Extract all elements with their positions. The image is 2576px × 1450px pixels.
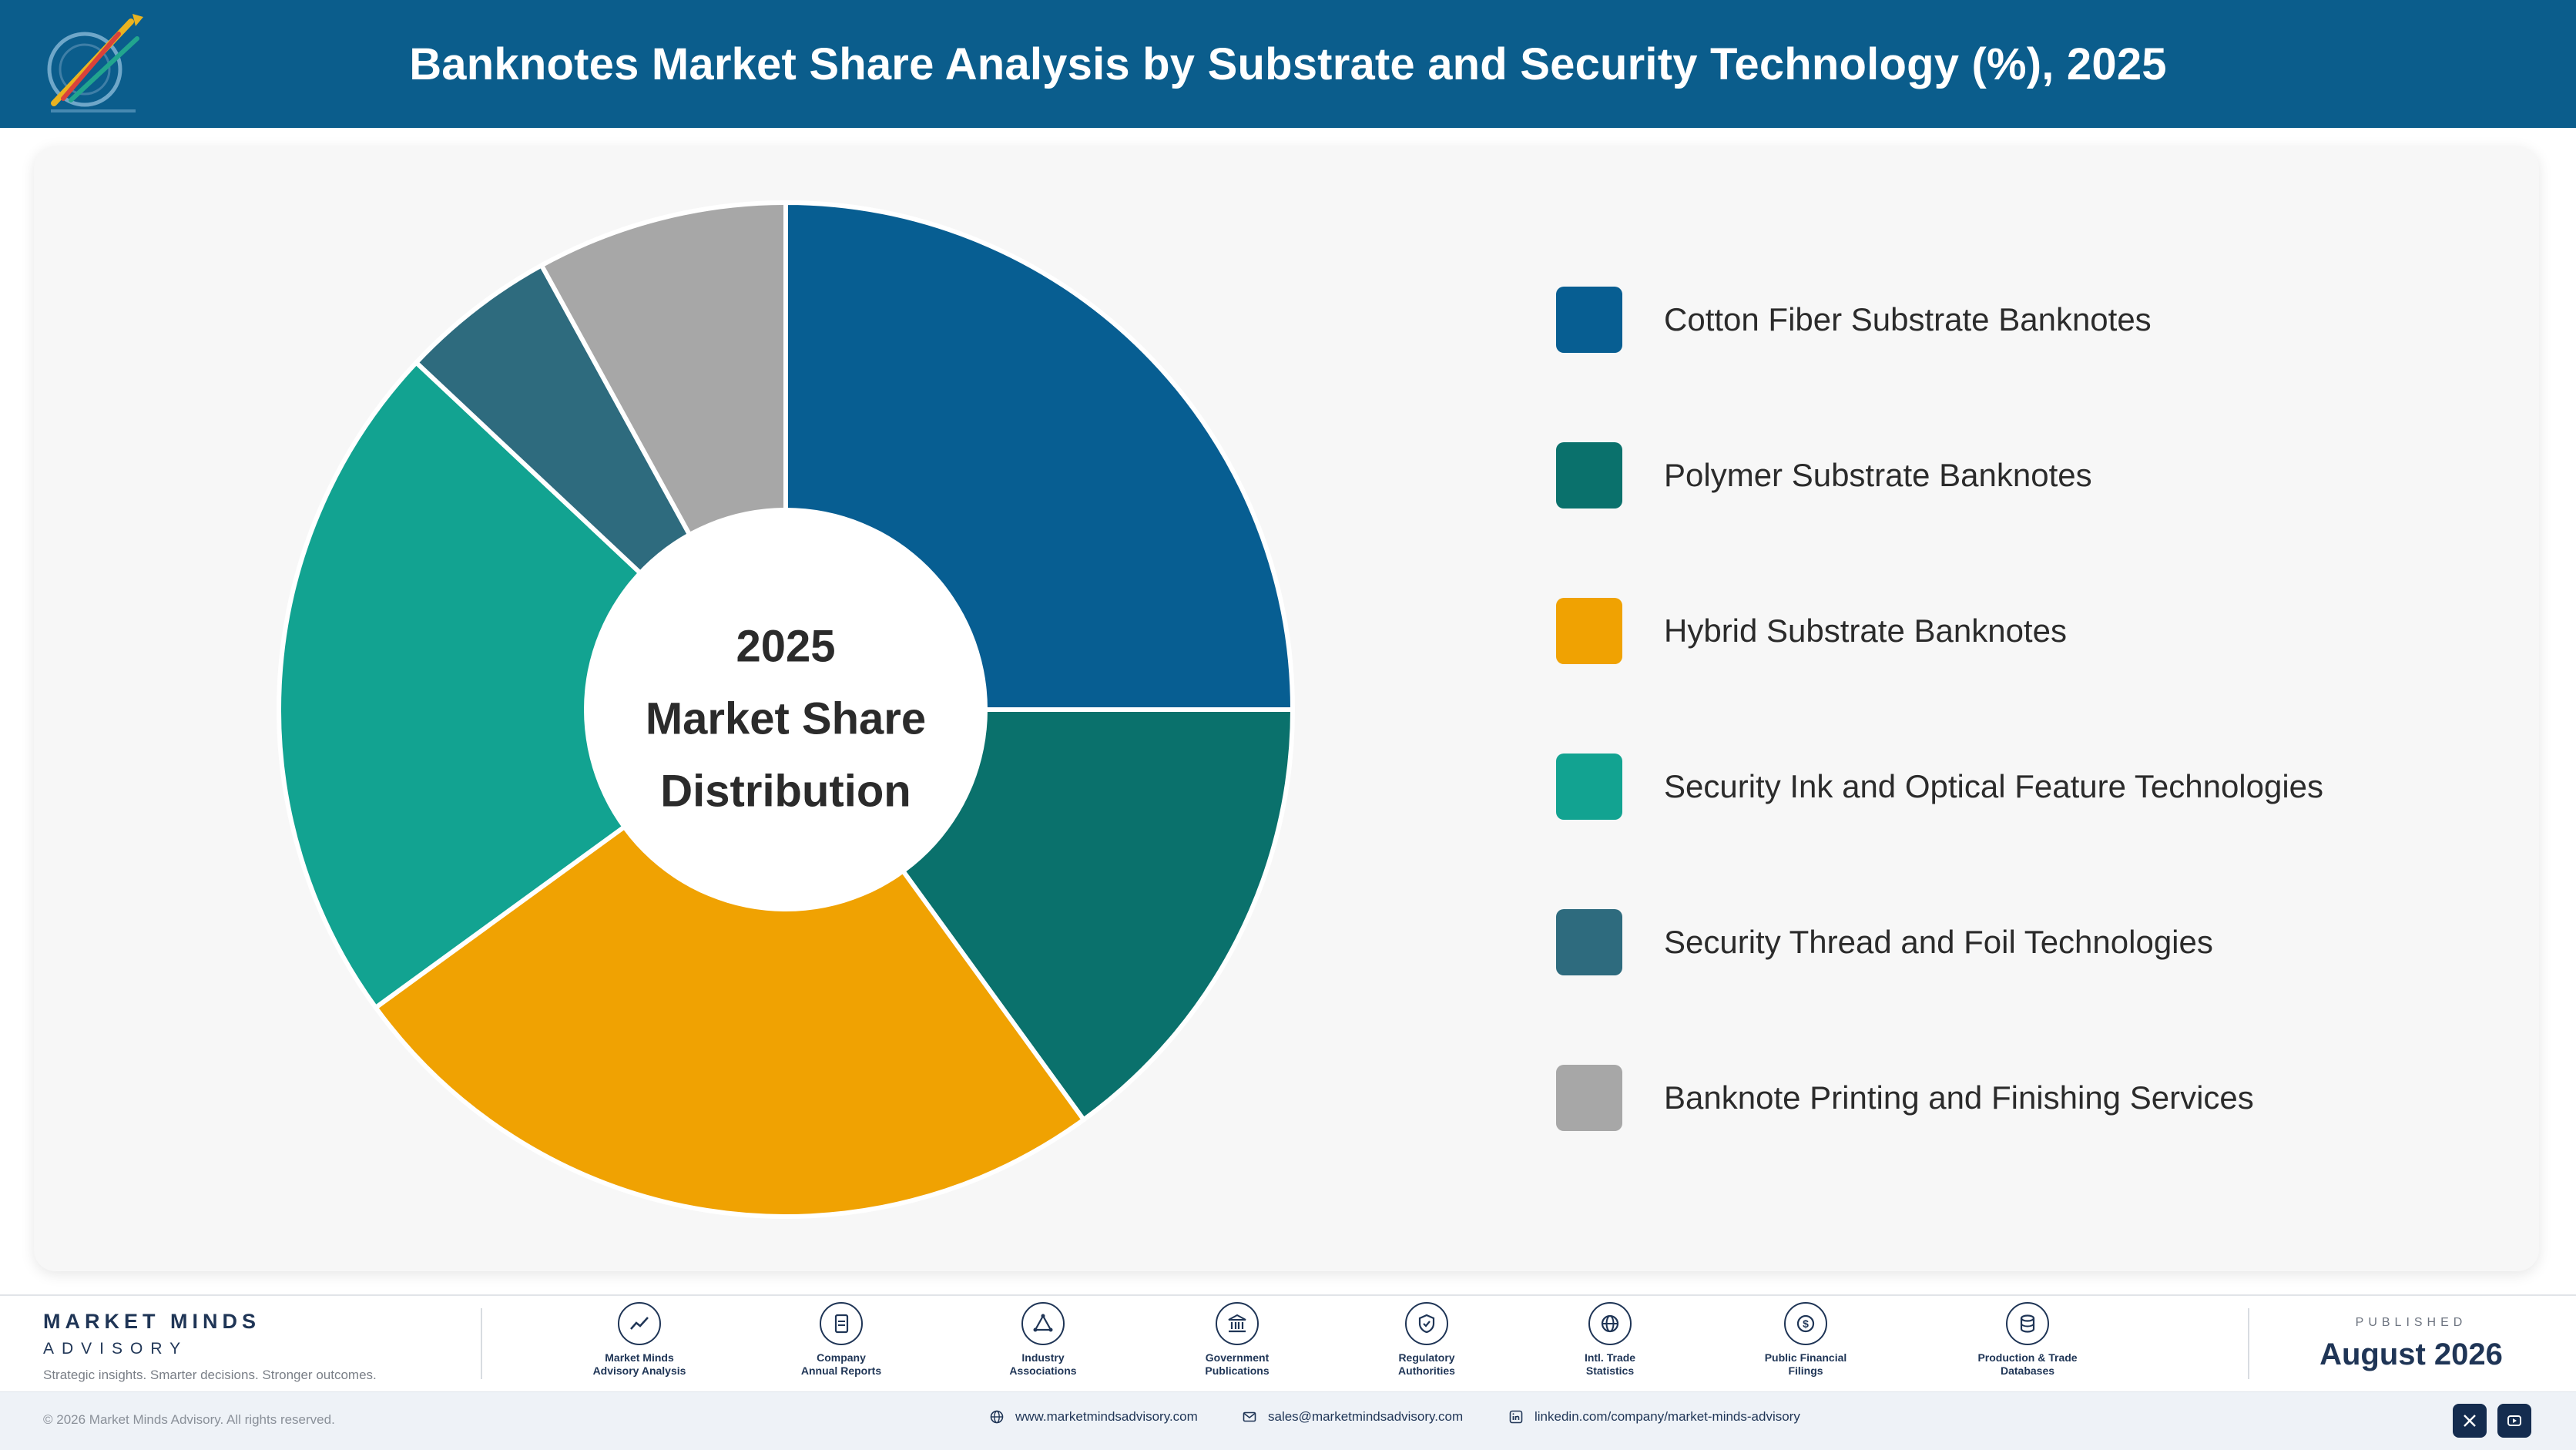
source-item[interactable]: Production & Trade Databases [1943, 1302, 2112, 1378]
legend-item[interactable]: Security Ink and Optical Feature Technol… [1556, 754, 2323, 820]
youtube-social-button[interactable] [2497, 1404, 2531, 1438]
data-sources: Market Minds Advisory Analysis Company Ann… [555, 1302, 2142, 1387]
legend-swatch [1556, 909, 1622, 975]
footer-contact-bar [0, 1391, 2576, 1450]
email-text: sales@marketmindsadvisory.com [1268, 1409, 1464, 1424]
copyright-text: © 2026 Market Minds Advisory. All rights… [43, 1412, 335, 1427]
legend-label: Hybrid Substrate Banknotes [1664, 613, 2067, 649]
government-building-icon [1216, 1302, 1259, 1345]
legend-item[interactable]: Banknote Printing and Finishing Services [1556, 1065, 2254, 1131]
legend-item[interactable]: Polymer Substrate Banknotes [1556, 442, 2092, 509]
source-item[interactable]: Regulatory Authorities [1342, 1302, 1511, 1378]
published-date: August 2026 [2319, 1338, 2503, 1371]
brand-logo-icon [47, 14, 143, 112]
source-label: Regulatory Authorities [1398, 1351, 1455, 1377]
source-item[interactable]: Intl. Trade Statistics [1525, 1302, 1695, 1378]
legend-label: Security Thread and Foil Technologies [1664, 924, 2213, 960]
legend-swatch [1556, 1065, 1622, 1131]
page-title: Banknotes Market Share Analysis by Subst… [409, 39, 2167, 89]
legend-swatch [1556, 287, 1622, 353]
footer-sources-bar [0, 1294, 2576, 1390]
chart-line-icon [618, 1302, 661, 1345]
mail-icon [1243, 1411, 1256, 1422]
brand-name: MARKET MINDS [43, 1310, 260, 1333]
source-item[interactable]: Company Annual Reports [756, 1302, 926, 1378]
donut-hole [584, 508, 988, 911]
website-text: www.marketmindsadvisory.com [1015, 1409, 1198, 1424]
source-item[interactable]: Industry Associations [958, 1302, 1128, 1378]
svg-text:$: $ [1803, 1317, 1809, 1330]
legend-swatch [1556, 442, 1622, 509]
source-label: Production & Trade Databases [1977, 1351, 2078, 1377]
document-icon [820, 1302, 863, 1345]
source-item[interactable]: Market Minds Advisory Analysis [555, 1302, 724, 1378]
source-label: Public Financial Filings [1764, 1351, 1847, 1377]
source-label: Market Minds Advisory Analysis [592, 1351, 686, 1377]
footer-brand: MARKET MINDS ADVISORY Strategic insights… [43, 1310, 475, 1383]
header-bar: Banknotes Market Share Analysis by Subst… [0, 0, 2576, 128]
source-label: Government Publications [1205, 1351, 1270, 1377]
legend-swatch [1556, 598, 1622, 664]
source-item[interactable]: Government Publications [1152, 1302, 1322, 1378]
center-label-year: 2025 [736, 621, 835, 671]
network-icon [1021, 1302, 1065, 1345]
website-link[interactable]: www.marketmindsadvisory.com [989, 1409, 1198, 1425]
linkedin-icon [1509, 1410, 1523, 1424]
brand-subtitle: ADVISORY [43, 1340, 189, 1358]
pie-slice[interactable] [373, 707, 1086, 1219]
center-label-line2: Market Share [646, 693, 926, 743]
linkedin-link[interactable]: linkedin.com/company/market-minds-adviso… [1508, 1409, 1800, 1425]
linkedin-text: linkedin.com/company/market-minds-adviso… [1535, 1409, 1800, 1424]
legend-item[interactable]: Security Thread and Foil Technologies [1556, 909, 2213, 975]
published-label: PUBLISHED [2355, 1316, 2467, 1329]
divider [481, 1308, 482, 1379]
legend-swatch [1556, 754, 1622, 820]
legend-label: Cotton Fiber Substrate Banknotes [1664, 301, 2152, 337]
legend-item[interactable]: Hybrid Substrate Banknotes [1556, 598, 2067, 664]
pie-slice[interactable] [277, 360, 788, 1010]
legend-item[interactable]: Cotton Fiber Substrate Banknotes [1556, 287, 2152, 353]
center-label-line3: Distribution [660, 766, 911, 816]
source-label: Intl. Trade Statistics [1584, 1351, 1636, 1377]
globe-icon [990, 1410, 1004, 1424]
globe-icon [1588, 1302, 1632, 1345]
dollar-coin-icon: $ [1784, 1302, 1827, 1345]
source-item[interactable]: $ Public Financial Filings [1721, 1302, 1890, 1378]
brand-tagline: Strategic insights. Smarter decisions. S… [43, 1368, 377, 1382]
database-icon [2006, 1302, 2049, 1345]
x-logo-icon [2464, 1415, 2476, 1427]
source-label: Company Annual Reports [800, 1351, 882, 1377]
divider [2248, 1308, 2249, 1379]
email-link[interactable]: sales@marketmindsadvisory.com [1242, 1409, 1463, 1425]
legend-label: Polymer Substrate Banknotes [1664, 457, 2092, 493]
youtube-icon [2507, 1415, 2521, 1426]
published-info: PUBLISHED August 2026 [2272, 1316, 2550, 1372]
shield-check-icon [1405, 1302, 1448, 1345]
source-label: Industry Associations [1009, 1351, 1077, 1377]
x-social-button[interactable] [2453, 1404, 2487, 1438]
legend-label: Security Ink and Optical Feature Technol… [1664, 768, 2324, 804]
legend-label: Banknote Printing and Finishing Services [1664, 1079, 2254, 1116]
